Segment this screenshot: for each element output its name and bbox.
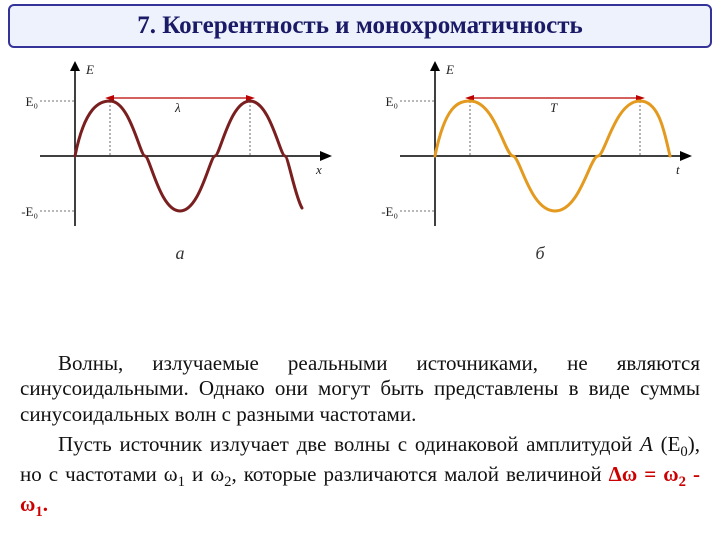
chart-a-wrap: E x E₀ -E₀ λ a bbox=[20, 56, 340, 264]
chart-b-x-axis-label: t bbox=[676, 162, 680, 177]
p2-lead: Пусть источник излучает две волны с один… bbox=[58, 432, 640, 456]
section-title: 7. Когерентность и монохроматичность bbox=[137, 12, 583, 39]
chart-b-label: б bbox=[535, 243, 544, 264]
paragraph-1: Волны, излучаемые реальными источниками,… bbox=[20, 351, 700, 428]
chart-b: E t E₀ -E₀ T bbox=[380, 56, 700, 241]
chart-b-period-label: T bbox=[550, 100, 558, 115]
chart-b-y-axis-label: E bbox=[445, 62, 454, 77]
chart-a-label: a bbox=[176, 243, 185, 264]
chart-a: E x E₀ -E₀ λ bbox=[20, 56, 340, 241]
chart-b-wrap: E t E₀ -E₀ T б bbox=[380, 56, 700, 264]
chart-a-y-axis-label: E bbox=[85, 62, 94, 77]
body-text: Волны, излучаемые реальными источниками,… bbox=[0, 339, 720, 526]
p2-A: A bbox=[640, 432, 653, 456]
charts-row: E x E₀ -E₀ λ a E t bbox=[10, 56, 710, 264]
chart-a-x-axis-label: x bbox=[315, 162, 322, 177]
paragraph-2: Пусть источник излучает две волны с один… bbox=[20, 432, 700, 522]
chart-a-amp-neg: -E₀ bbox=[21, 204, 38, 219]
chart-a-amp-pos: E₀ bbox=[26, 94, 38, 109]
chart-b-amp-neg: -E₀ bbox=[381, 204, 398, 219]
section-header: 7. Когерентность и монохроматичность bbox=[8, 4, 712, 48]
chart-b-amp-pos: E₀ bbox=[386, 94, 398, 109]
chart-a-period-label: λ bbox=[174, 100, 181, 115]
p1-text: Волны, излучаемые реальными источниками,… bbox=[20, 351, 700, 426]
